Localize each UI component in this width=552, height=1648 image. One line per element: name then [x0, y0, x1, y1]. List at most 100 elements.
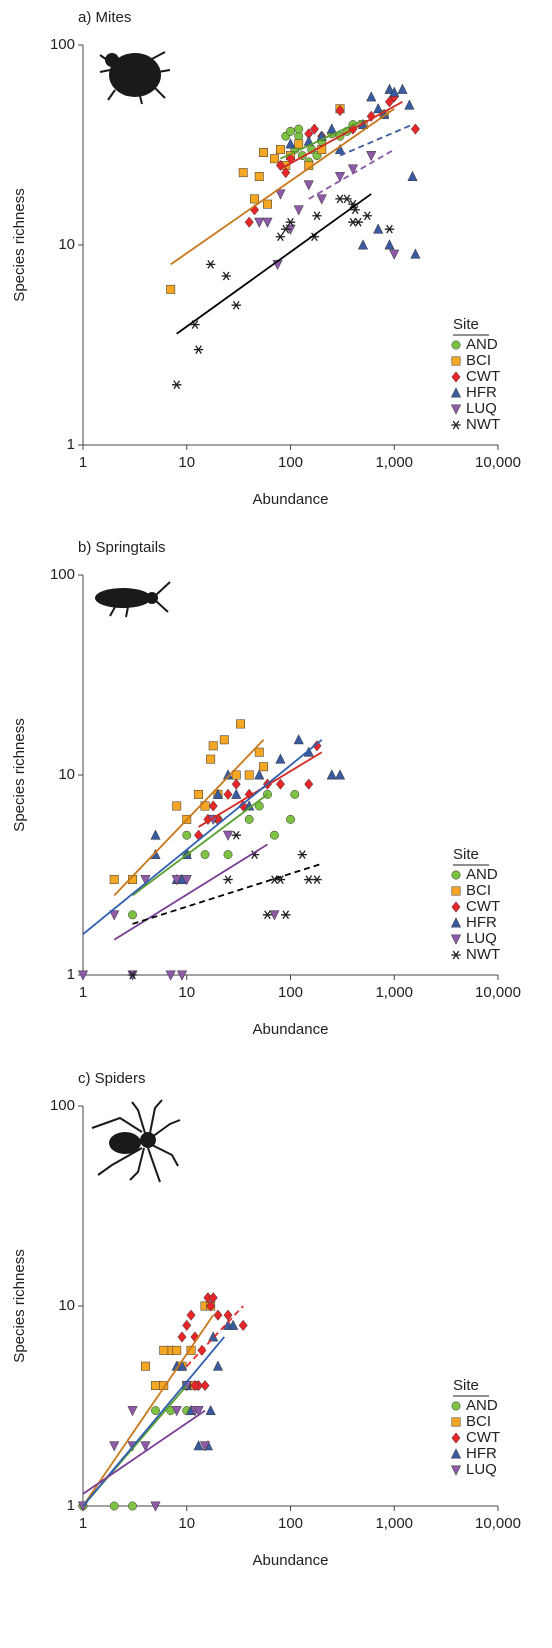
- point: [276, 779, 284, 789]
- point: [270, 155, 278, 163]
- point: [110, 1502, 118, 1510]
- point: [305, 779, 313, 789]
- legend-label: LUQ: [466, 1461, 497, 1478]
- y-tick-label: 1: [67, 966, 75, 983]
- x-tick-label: 1: [79, 454, 87, 471]
- point: [213, 1361, 222, 1370]
- legend-marker: [452, 341, 460, 349]
- point: [263, 218, 272, 227]
- point: [206, 260, 215, 268]
- point: [128, 911, 136, 919]
- point: [276, 145, 284, 153]
- legend-label: NWT: [466, 416, 500, 433]
- y-tick-label: 1: [67, 436, 75, 453]
- point: [236, 720, 244, 728]
- x-tick-label: 1: [79, 984, 87, 1001]
- x-tick-label: 10,000: [475, 1515, 521, 1532]
- point: [295, 125, 303, 133]
- point: [270, 831, 278, 839]
- point: [411, 124, 419, 134]
- point: [178, 1332, 186, 1342]
- point: [232, 779, 240, 789]
- point: [281, 911, 290, 919]
- point: [151, 830, 160, 839]
- x-tick-label: 1: [79, 1515, 87, 1532]
- legend-marker: [452, 1402, 460, 1410]
- x-tick-label: 100: [278, 1515, 303, 1532]
- point: [385, 225, 394, 233]
- legend-label: AND: [466, 1397, 498, 1414]
- x-axis-label: Abundance: [253, 1552, 329, 1569]
- point: [232, 789, 241, 798]
- fit-line: [177, 194, 372, 334]
- legend-label: BCI: [466, 1413, 491, 1430]
- point: [327, 770, 336, 779]
- fit-line: [309, 150, 394, 199]
- point: [201, 850, 209, 858]
- point: [367, 151, 376, 160]
- x-tick-label: 10: [178, 984, 195, 1001]
- legend-marker: [451, 951, 460, 959]
- y-tick-label: 10: [58, 1297, 75, 1314]
- legend-marker: [451, 918, 460, 927]
- y-tick-label: 100: [50, 1097, 75, 1114]
- legend-title: Site: [453, 846, 479, 863]
- point: [411, 249, 420, 258]
- point: [190, 321, 199, 329]
- legend-title: Site: [453, 316, 479, 333]
- spider-icon: [92, 1100, 180, 1182]
- fit-line: [133, 864, 322, 924]
- point: [390, 250, 399, 259]
- fit-line: [114, 740, 263, 896]
- point: [239, 1320, 247, 1330]
- point: [172, 381, 181, 389]
- point: [172, 1346, 180, 1354]
- fit-line: [133, 794, 268, 895]
- point: [295, 140, 303, 148]
- point: [220, 736, 228, 744]
- legend-label: LUQ: [466, 930, 497, 947]
- point: [245, 217, 253, 227]
- y-tick-label: 100: [50, 566, 75, 583]
- legend-marker: [451, 1466, 460, 1475]
- x-tick-label: 1,000: [375, 1515, 413, 1532]
- legend-marker: [452, 357, 460, 365]
- legend-title: Site: [453, 1377, 479, 1394]
- point: [255, 218, 264, 227]
- point: [286, 815, 294, 823]
- point: [286, 127, 294, 135]
- legend-label: BCI: [466, 882, 491, 899]
- legend-label: LUQ: [466, 400, 497, 417]
- point: [363, 212, 372, 220]
- mite-icon: [100, 52, 170, 104]
- point: [276, 233, 285, 241]
- point: [183, 1320, 191, 1330]
- point: [223, 876, 232, 884]
- legend-marker: [452, 871, 460, 879]
- point: [294, 206, 303, 215]
- springtail-icon: [95, 582, 170, 617]
- point: [232, 831, 241, 839]
- legend-label: HFR: [466, 1445, 497, 1462]
- point: [194, 830, 202, 840]
- point: [183, 831, 191, 839]
- point: [209, 742, 217, 750]
- legend-label: CWT: [466, 898, 500, 915]
- y-tick-label: 1: [67, 1497, 75, 1514]
- legend-marker: [452, 1418, 460, 1426]
- point: [358, 240, 367, 249]
- point: [223, 831, 232, 840]
- legend-label: NWT: [466, 946, 500, 963]
- point: [206, 1405, 215, 1414]
- point: [194, 790, 202, 798]
- legend-marker: [452, 1433, 460, 1443]
- point: [259, 763, 267, 771]
- legend-marker: [452, 887, 460, 895]
- legend-marker: [451, 388, 460, 397]
- legend-label: AND: [466, 336, 498, 353]
- point: [141, 1362, 149, 1370]
- legend-marker: [451, 935, 460, 944]
- y-axis-label: Species richness: [11, 188, 28, 301]
- x-axis-label: Abundance: [253, 491, 329, 508]
- x-tick-label: 1,000: [375, 984, 413, 1001]
